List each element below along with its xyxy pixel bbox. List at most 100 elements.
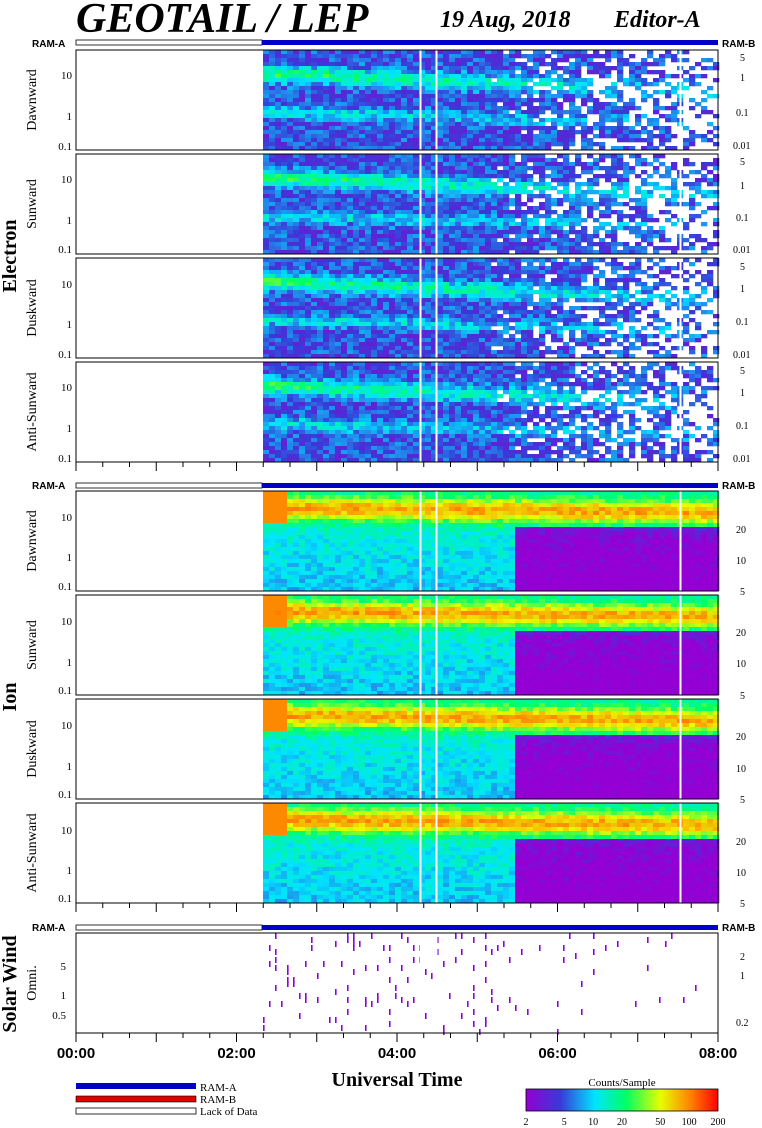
panel-label: Omni. <box>25 965 40 1000</box>
colorbar-tick-label: 20 <box>617 1117 627 1128</box>
left-tick-label: 1 <box>67 111 73 123</box>
legend-swatch-lack-of-data <box>75 1107 197 1115</box>
data-gap-line <box>679 699 682 799</box>
data-gap-line <box>419 803 422 903</box>
data-gap-line <box>419 933 422 1033</box>
ram-b-label: RAM-B <box>722 923 755 934</box>
left-tick-label: 10 <box>61 70 73 82</box>
panel-label: Duskward <box>25 279 40 337</box>
colorbar-tick-label: 5 <box>562 1117 567 1128</box>
left-tick-label: 0.1 <box>58 141 72 153</box>
right-tick-label: 10 <box>736 764 746 775</box>
data-gap-line <box>679 595 682 695</box>
colorbar-tick-label: 200 <box>711 1117 726 1128</box>
left-tick-label: 10 <box>61 512 73 524</box>
panel-ion-duskward: Duskward 10 1 0.1 20 10 5 <box>25 698 746 806</box>
group-label-ion: Ion <box>0 683 21 712</box>
data-gap-line <box>435 803 438 903</box>
right-tick-label: 5 <box>740 587 745 598</box>
right-tick-label: 2 <box>740 952 745 963</box>
right-tick-label: 0.1 <box>736 108 749 119</box>
right-tick-label: 0.01 <box>733 245 751 256</box>
colorbar-tick-label: 50 <box>655 1117 665 1128</box>
right-tick-label: 0.01 <box>733 141 751 152</box>
right-tick-label: 0.2 <box>736 1018 749 1029</box>
colorbar-tick-label: 2 <box>524 1117 529 1128</box>
data-gap-line <box>435 595 438 695</box>
right-tick-label: 1 <box>740 284 745 295</box>
data-gap-line <box>419 154 422 254</box>
data-gap-line <box>435 362 438 462</box>
time-tick-marks <box>75 462 719 1042</box>
colorbar-tick-label: 10 <box>588 1117 598 1128</box>
right-tick-label: 5 <box>740 157 745 168</box>
left-tick-label: 0.1 <box>58 581 72 593</box>
left-tick-label: 5 <box>61 961 67 973</box>
group-label-solar-wind: Solar Wind <box>0 935 21 1032</box>
right-tick-label: 0.1 <box>736 213 749 224</box>
data-gap-line <box>435 699 438 799</box>
right-tick-label: 10 <box>736 659 746 670</box>
panel-label: Sunward <box>25 179 40 229</box>
ram-bar-electron: RAM-A RAM-B <box>32 39 755 50</box>
data-gap-line <box>419 362 422 462</box>
panel-ion-sunward: Sunward 10 1 0.1 20 10 5 <box>25 594 746 702</box>
colorbar-gradient <box>525 1088 719 1112</box>
right-tick-label: 0.01 <box>733 454 751 465</box>
data-gap-line <box>435 154 438 254</box>
right-tick-label: 20 <box>736 525 746 536</box>
left-tick-label: 10 <box>61 382 73 394</box>
panel-label: Sunward <box>25 620 40 670</box>
ram-a-label: RAM-A <box>32 923 65 934</box>
data-gap-line <box>435 933 438 1033</box>
ram-bar-solar-wind: RAM-A RAM-B <box>32 923 755 934</box>
colorbar: Counts/Sample 2 5 10 20 50 100 200 <box>524 1077 726 1128</box>
left-tick-label: 10 <box>61 720 73 732</box>
left-tick-label: 1 <box>67 552 73 564</box>
left-tick-label: 0.1 <box>58 685 72 697</box>
x-axis-title: Universal Time <box>332 1069 463 1091</box>
ram-a-label: RAM-A <box>32 481 65 492</box>
left-tick-label: 1 <box>67 865 73 877</box>
data-gap-line <box>419 258 422 358</box>
ram-bar-ion: RAM-A RAM-B <box>32 481 755 492</box>
panel-label: Dawnward <box>25 69 40 130</box>
panel-label: Anti-Sunward <box>25 813 40 892</box>
panel-ion-dawnward: Dawnward 10 1 0.1 20 10 5 <box>25 490 746 598</box>
right-tick-label: 5 <box>740 795 745 806</box>
x-tick-label: 04:00 <box>378 1045 416 1062</box>
right-tick-label: 10 <box>736 868 746 879</box>
panel-electron-sunward: Sunward 10 1 0.1 5 1 0.1 0.01 <box>25 153 751 256</box>
data-gap-line <box>419 595 422 695</box>
panel-ion-anti-sunward: Anti-Sunward 10 1 0.1 20 10 5 <box>25 802 746 910</box>
data-gap-line <box>435 258 438 358</box>
legend-label: RAM-A <box>200 1082 237 1094</box>
right-tick-label: 5 <box>740 899 745 910</box>
panel-label: Anti-Sunward <box>25 372 40 451</box>
left-tick-label: 0.1 <box>58 893 72 905</box>
panel-solar-wind-omni: Omni. 5 1 0.5 2 1 0.2 <box>25 932 749 1035</box>
legend-label: RAM-B <box>200 1094 236 1106</box>
left-tick-label: 1 <box>67 423 73 435</box>
right-tick-label: 0.1 <box>736 421 749 432</box>
data-gap-line <box>679 933 682 1033</box>
left-tick-label: 0.5 <box>52 1010 66 1022</box>
figure-date: 19 Aug, 2018 <box>440 7 570 33</box>
legend: RAM-A RAM-B Lack of Data <box>75 1082 258 1118</box>
colorbar-title: Counts/Sample <box>588 1077 655 1089</box>
panel-electron-duskward: Duskward 10 1 0.1 5 1 0.1 0.01 <box>25 257 751 361</box>
left-tick-label: 10 <box>61 174 73 186</box>
x-tick-label: 06:00 <box>538 1045 576 1062</box>
ram-b-label: RAM-B <box>722 481 755 492</box>
right-tick-label: 1 <box>740 181 745 192</box>
data-gap-line <box>435 491 438 591</box>
left-tick-label: 1 <box>61 990 67 1002</box>
right-tick-label: 0.01 <box>733 350 751 361</box>
right-tick-label: 20 <box>736 837 746 848</box>
right-tick-label: 20 <box>736 732 746 743</box>
group-label-electron: Electron <box>0 220 21 293</box>
data-gap-line <box>679 258 682 358</box>
legend-label: Lack of Data <box>200 1106 258 1118</box>
left-tick-label: 0.1 <box>58 244 72 256</box>
